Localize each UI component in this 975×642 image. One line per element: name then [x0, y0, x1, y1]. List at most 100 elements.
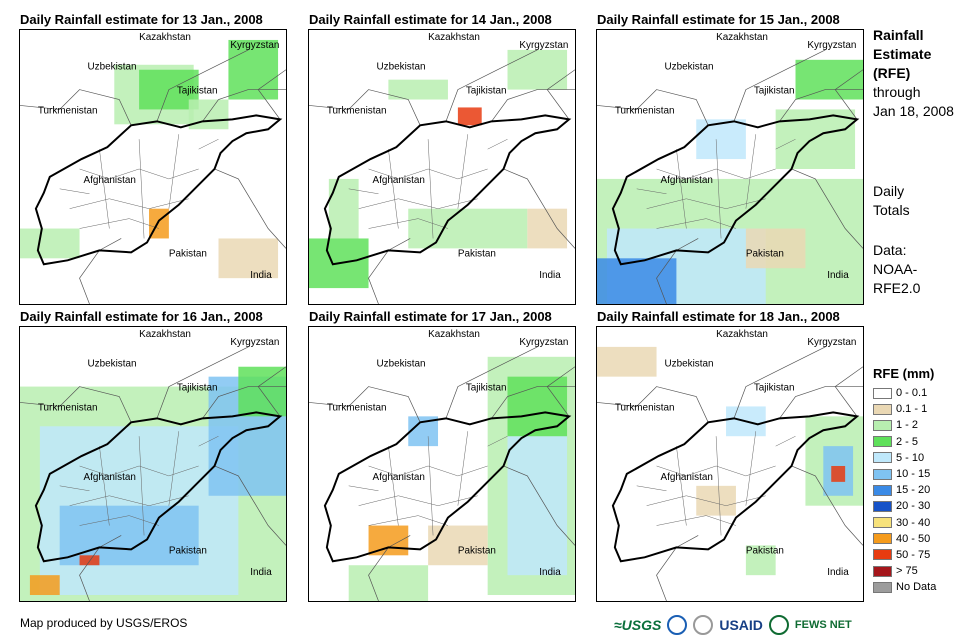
country-label-tajikistan: Tajikistan	[466, 383, 507, 394]
country-border	[309, 89, 421, 126]
province-boundary	[646, 198, 766, 209]
rain-area	[428, 525, 488, 566]
country-border	[733, 346, 826, 419]
province-boundary	[358, 198, 478, 209]
rain-area	[507, 49, 568, 90]
province-boundary	[715, 139, 722, 239]
side-data-3: RFE2.0	[873, 280, 921, 296]
province-boundary	[59, 188, 90, 195]
country-label-turkmenistan: Turkmenistan	[38, 402, 98, 413]
country-border	[733, 49, 826, 122]
province-boundary	[138, 139, 145, 239]
country-border	[791, 168, 863, 249]
country-label-turkmenistan: Turkmenistan	[327, 105, 387, 116]
legend-item: 5 - 10	[873, 450, 936, 466]
country-border	[491, 386, 575, 419]
province-boundary	[348, 485, 379, 492]
country-label-turkmenistan: Turkmenistan	[615, 402, 675, 413]
country-label-kazakhstan: Kazakhstan	[716, 32, 768, 43]
side-data-1: Data:	[873, 242, 907, 258]
country-label-india: India	[539, 270, 561, 281]
province-boundary	[348, 188, 379, 195]
map-panel-17: Kazakhstan Kyrgyzstan Uzbekistan Tajikistan…	[308, 326, 576, 602]
legend-swatch	[873, 436, 892, 448]
province-boundary	[99, 149, 110, 229]
country-border	[156, 49, 249, 122]
usgs-logo: ≈USGS	[614, 617, 662, 633]
province-boundary	[636, 188, 667, 195]
province-boundary	[79, 218, 160, 229]
legend-item: 30 - 40	[873, 515, 936, 531]
legend-item: 10 - 15	[873, 466, 936, 482]
rain-area	[527, 208, 568, 249]
usaid-logo: USAID	[719, 617, 763, 633]
country-label-afghanistan: Afghanistan	[84, 472, 136, 483]
rainfall-map: Kazakhstan Kyrgyzstan Uzbekistan Tajikistan…	[597, 329, 863, 601]
province-boundary	[388, 446, 399, 526]
province-boundary	[368, 168, 488, 180]
province-boundary	[69, 495, 189, 506]
legend-label: 40 - 50	[896, 532, 931, 545]
rain-area	[745, 228, 806, 269]
country-label-uzbekistan: Uzbekistan	[664, 62, 713, 73]
side-data: Data: NOAA- RFE2.0	[873, 241, 920, 298]
country-border	[79, 238, 122, 304]
country-label-afghanistan: Afghanistan	[84, 175, 136, 186]
province-boundary	[368, 515, 449, 526]
country-label-kazakhstan: Kazakhstan	[139, 32, 191, 43]
country-label-india: India	[539, 567, 561, 578]
province-boundary	[99, 446, 110, 526]
side-date: Jan 18, 2008	[873, 103, 954, 119]
rain-area	[408, 208, 528, 249]
logo-strip: ≈USGS USAID FEWS NET	[614, 612, 864, 638]
country-label-uzbekistan: Uzbekistan	[376, 359, 425, 370]
country-label-kazakhstan: Kazakhstan	[139, 329, 191, 340]
rain-area	[218, 238, 279, 279]
country-label-kazakhstan: Kazakhstan	[428, 329, 480, 340]
legend-label: 30 - 40	[896, 516, 931, 529]
side-daily-2: Totals	[873, 202, 910, 218]
country-label-uzbekistan: Uzbekistan	[376, 62, 425, 73]
fews-net-logo: FEWS NET	[794, 619, 852, 631]
afghanistan-border	[323, 411, 572, 563]
panel-title-13: Daily Rainfall estimate for 13 Jan., 200…	[20, 12, 263, 27]
legend-item: 20 - 30	[873, 498, 936, 514]
country-border	[834, 366, 863, 417]
panel-title-16: Daily Rainfall estimate for 16 Jan., 200…	[20, 309, 263, 324]
rain-area	[79, 555, 100, 566]
rain-area	[388, 79, 448, 100]
map-panel-13: Kazakhstan Kyrgyzstan Uzbekistan Tajikistan…	[19, 29, 287, 305]
map-panel-16: Kazakhstan Kyrgyzstan Uzbekistan Tajikistan…	[19, 326, 287, 602]
rain-area	[457, 107, 482, 126]
country-label-turkmenistan: Turkmenistan	[38, 105, 98, 116]
country-label-uzbekistan: Uzbekistan	[87, 359, 136, 370]
province-boundary	[457, 431, 469, 506]
side-daily: Daily Totals	[873, 182, 910, 220]
country-label-pakistan: Pakistan	[746, 248, 784, 259]
country-label-tajikistan: Tajikistan	[754, 383, 795, 394]
country-border	[779, 386, 863, 419]
legend-swatch	[873, 452, 892, 464]
country-label-turkmenistan: Turkmenistan	[327, 402, 387, 413]
rain-area	[831, 465, 846, 482]
rainfall-map: Kazakhstan Kyrgyzstan Uzbekistan Tajikistan…	[309, 329, 575, 601]
country-label-pakistan: Pakistan	[169, 248, 207, 259]
country-border	[309, 386, 421, 423]
province-boundary	[745, 431, 757, 506]
province-boundary	[198, 138, 219, 150]
legend-label: 0.1 - 1	[896, 403, 928, 416]
country-border	[156, 346, 249, 419]
province-boundary	[636, 485, 667, 492]
legend-swatch	[873, 468, 892, 480]
country-border	[656, 535, 699, 601]
province-boundary	[79, 465, 199, 477]
province-boundary	[358, 495, 478, 506]
country-border	[597, 89, 709, 126]
legend-swatch	[873, 500, 892, 512]
legend-swatch	[873, 419, 892, 431]
rain-area	[328, 178, 359, 239]
country-label-pakistan: Pakistan	[169, 545, 207, 556]
legend-label: 20 - 30	[896, 500, 931, 513]
country-label-kyrgyzstan: Kyrgyzstan	[807, 40, 856, 51]
country-border	[503, 168, 575, 249]
